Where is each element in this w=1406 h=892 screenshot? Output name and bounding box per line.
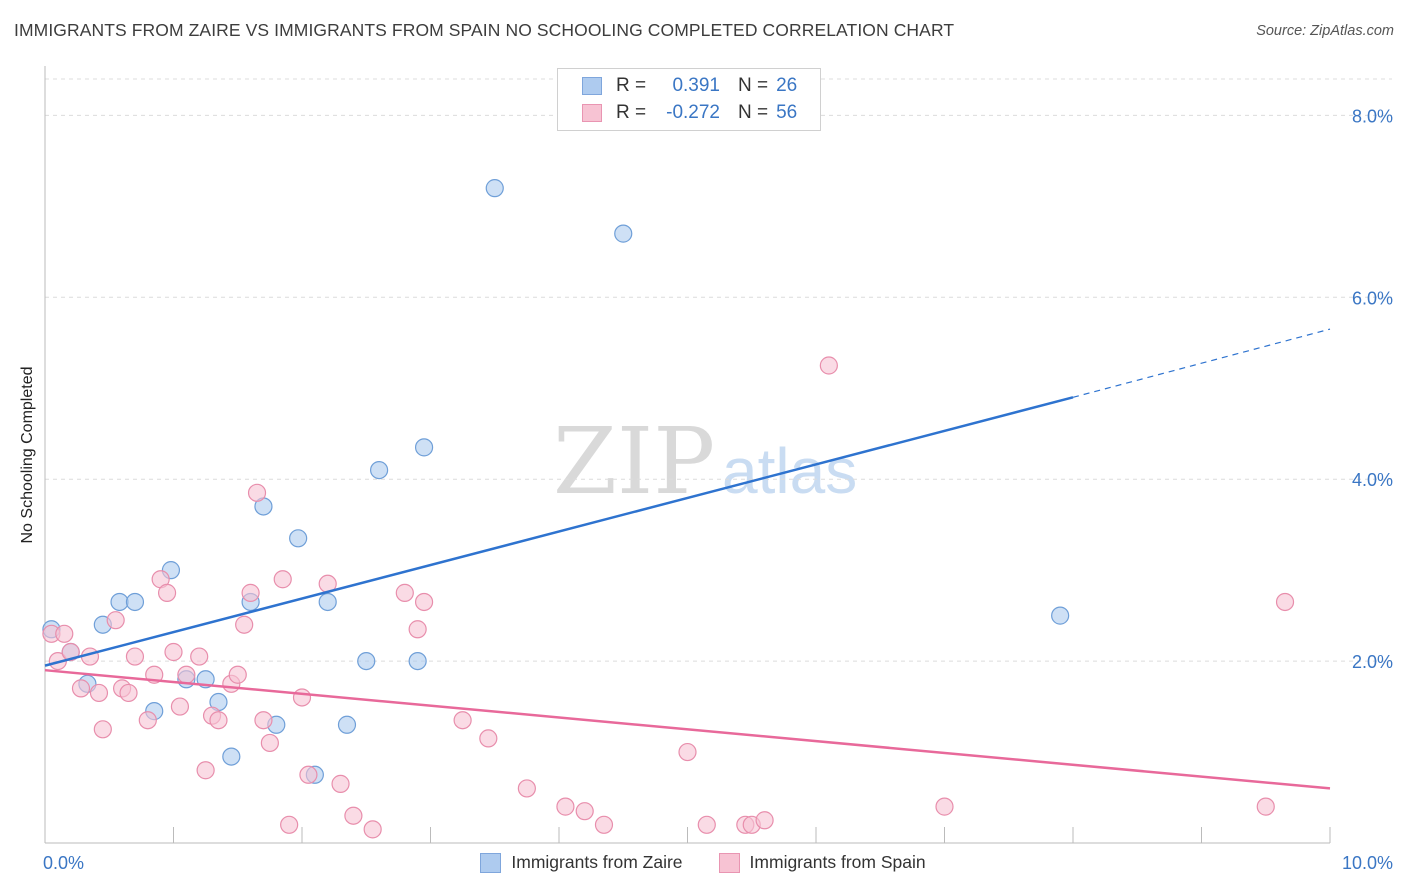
legend-r-value-zaire: 0.391 (672, 75, 720, 96)
y-tick-label: 6.0% (1352, 288, 1393, 308)
spain-point (125, 647, 145, 666)
series-label-zaire: Immigrants from Zaire (511, 852, 683, 872)
spain-point (1256, 797, 1275, 816)
spain-point (697, 815, 716, 834)
zaire-trendline-extension (1072, 328, 1331, 398)
spain-point (89, 683, 109, 703)
legend-swatch-spain (582, 104, 602, 122)
zaire-trendline (44, 396, 1074, 667)
x-tick-label-max: 10.0% (1342, 853, 1393, 873)
legend-swatch-zaire (582, 77, 602, 95)
watermark-zip: ZIP (553, 408, 715, 515)
spain-point (299, 765, 318, 784)
spain-point (119, 683, 138, 703)
zaire-point (370, 460, 389, 480)
zaire-point (110, 592, 129, 612)
spain-point (344, 806, 363, 825)
spain-point (190, 647, 209, 666)
spain-point (517, 779, 536, 798)
legend-r-label: R = (616, 102, 647, 123)
zaire-point (318, 592, 337, 612)
spain-point (678, 742, 697, 762)
spain-point (55, 624, 74, 643)
zaire-point (414, 438, 434, 457)
spain-point (363, 820, 382, 839)
zaire-point (408, 651, 427, 671)
spain-point (755, 811, 774, 830)
spain-point (260, 733, 279, 753)
spain-point (594, 815, 614, 834)
legend-n-label: N = (738, 75, 769, 96)
spain-point (575, 802, 594, 821)
spain-point (157, 583, 177, 602)
correlation-legend: R = 0.391 N = 26 R = -0.272 N = 56 (557, 68, 821, 131)
spain-point (138, 711, 157, 730)
spain-point (408, 620, 427, 639)
series-legend-zaire[interactable]: Immigrants from Zaire (480, 852, 683, 873)
y-tick-label: 4.0% (1352, 470, 1393, 490)
zaire-point (1051, 606, 1070, 625)
spain-point (93, 720, 112, 739)
spain-point (395, 583, 414, 602)
zaire-point (614, 224, 633, 243)
legend-n-value-zaire: 26 (776, 75, 798, 96)
spain-point (414, 592, 434, 612)
spain-point (241, 583, 260, 602)
spain-point (479, 729, 498, 748)
spain-trendline (44, 668, 1331, 790)
y-tick-label: 8.0% (1352, 106, 1393, 126)
zaire-point (337, 715, 357, 734)
zaire-point (222, 747, 241, 766)
spain-point (106, 611, 125, 630)
spain-point (453, 711, 472, 730)
chart-source: Source: ZipAtlas.com (1256, 23, 1394, 39)
spain-point (273, 570, 292, 589)
series-label-spain: Immigrants from Spain (749, 852, 926, 872)
spain-point (164, 642, 183, 662)
series-swatch-zaire (480, 852, 502, 873)
spain-point (209, 711, 228, 730)
x-tick-label-min: 0.0% (43, 853, 84, 873)
spain-point (177, 665, 196, 684)
zaire-point (357, 651, 376, 671)
spain-point (61, 642, 80, 662)
legend-n-value-spain: 56 (776, 102, 798, 123)
spain-point (935, 797, 954, 816)
spain-point (71, 679, 91, 698)
spain-point (819, 356, 838, 375)
spain-point (196, 761, 215, 780)
series-swatch-spain (718, 852, 740, 873)
spain-point (556, 797, 575, 816)
spain-point (247, 483, 267, 502)
series-legend-spain[interactable]: Immigrants from Spain (718, 852, 926, 873)
spain-point (331, 774, 350, 793)
legend-r-label: R = (616, 75, 647, 96)
spain-point (292, 688, 312, 707)
zaire-point (289, 529, 308, 548)
spain-point (254, 711, 273, 730)
spain-point (170, 697, 190, 716)
spain-point (228, 665, 247, 684)
spain-point (1275, 592, 1295, 612)
y-tick-label: 2.0% (1352, 652, 1393, 672)
zaire-point (125, 592, 145, 612)
legend-n-label: N = (738, 102, 769, 123)
chart-title: IMMIGRANTS FROM ZAIRE VS IMMIGRANTS FROM… (14, 20, 955, 40)
legend-r-value-spain: -0.272 (666, 102, 720, 123)
spain-point (235, 615, 254, 634)
legend-row-zaire: R = 0.391 N = 26 (582, 73, 797, 99)
spain-point (280, 815, 299, 834)
zaire-point (485, 179, 504, 198)
series-legend: Immigrants from Zaire Immigrants from Sp… (0, 852, 1406, 873)
legend-row-spain: R = -0.272 N = 56 (582, 100, 797, 126)
